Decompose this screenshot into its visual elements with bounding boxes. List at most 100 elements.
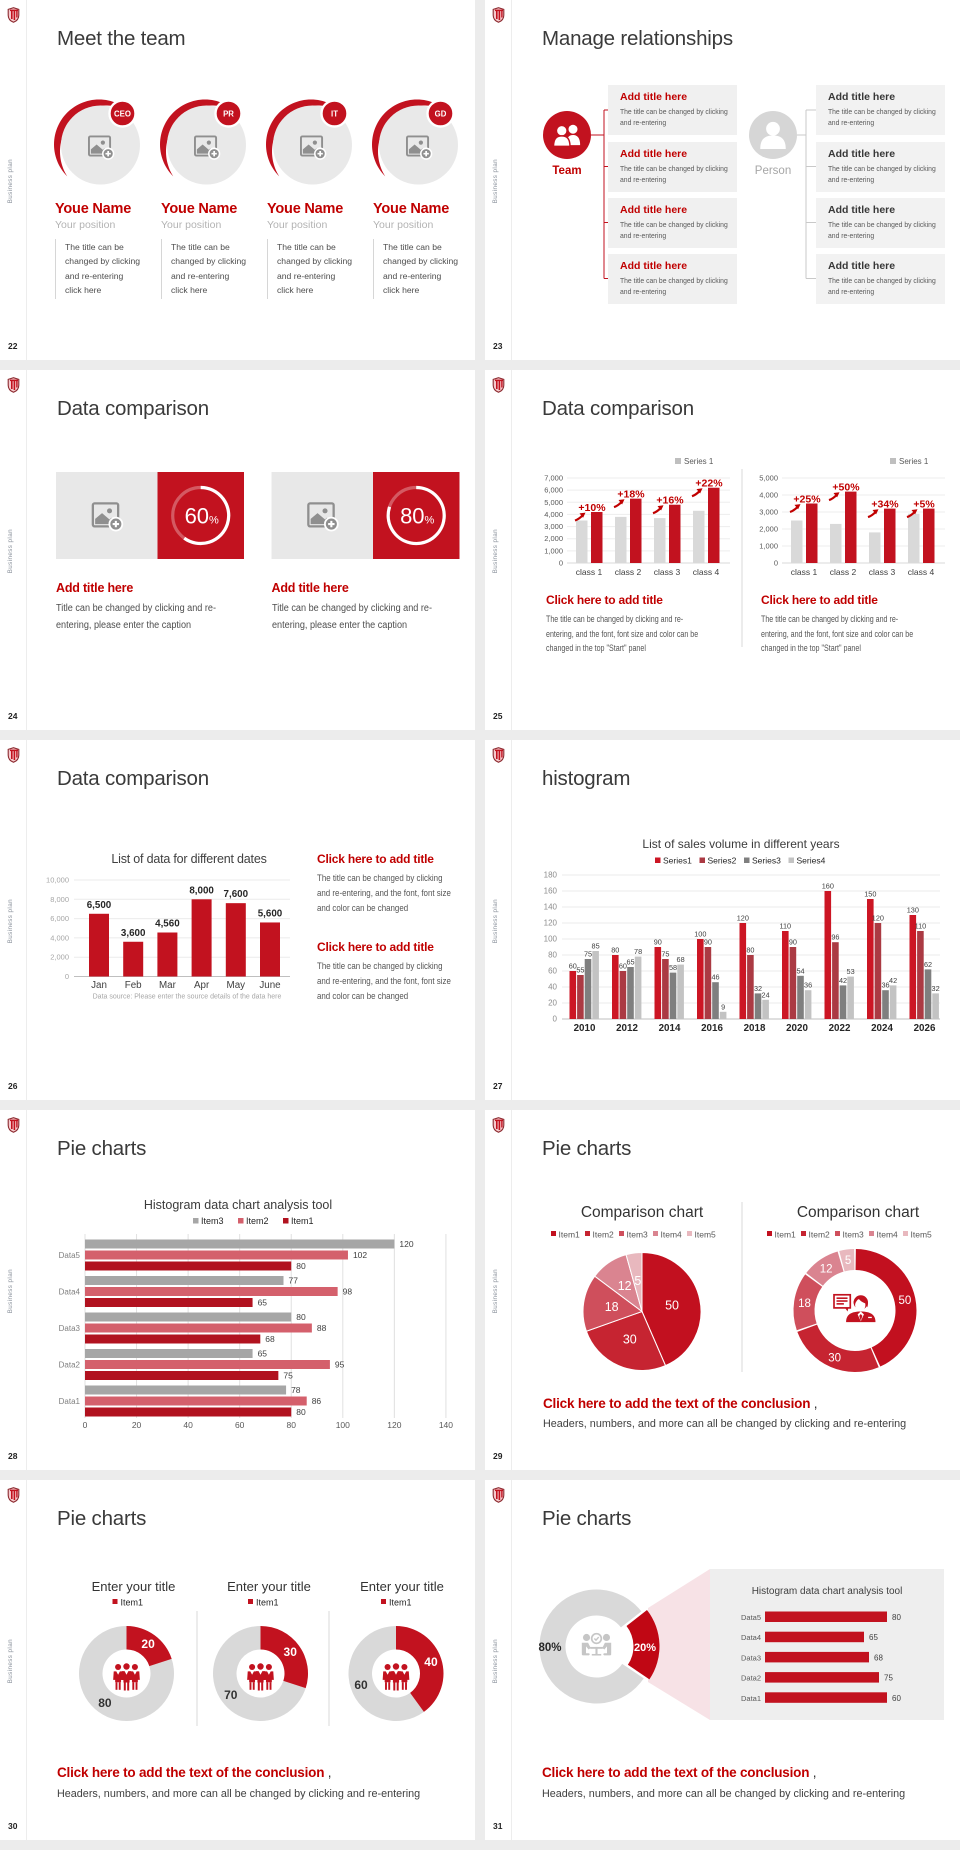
svg-text:12: 12 xyxy=(820,1263,833,1275)
svg-text:+34%: +34% xyxy=(871,499,899,511)
svg-text:96: 96 xyxy=(831,933,839,942)
svg-text:2014: 2014 xyxy=(659,1023,681,1034)
svg-text:75: 75 xyxy=(283,1371,293,1381)
svg-text:Data4: Data4 xyxy=(741,1633,761,1642)
svg-text:6,000: 6,000 xyxy=(544,486,563,495)
svg-text:Data1: Data1 xyxy=(59,1397,81,1406)
svg-text:Data2: Data2 xyxy=(741,1674,761,1683)
svg-text:40: 40 xyxy=(424,1655,438,1669)
svg-text:2016: 2016 xyxy=(701,1023,723,1034)
svg-text:8,000: 8,000 xyxy=(50,895,69,904)
svg-text:Item4: Item4 xyxy=(661,1230,683,1240)
svg-text:78: 78 xyxy=(291,1385,301,1395)
svg-text:Item1: Item1 xyxy=(121,1598,144,1608)
svg-text:4,000: 4,000 xyxy=(759,491,778,500)
svg-text:0: 0 xyxy=(83,1420,88,1430)
svg-text:1,000: 1,000 xyxy=(759,542,778,551)
svg-text:5: 5 xyxy=(845,1255,851,1267)
svg-text:40: 40 xyxy=(183,1420,193,1430)
svg-text:32: 32 xyxy=(754,984,762,993)
svg-text:2010: 2010 xyxy=(574,1023,596,1034)
svg-text:+16%: +16% xyxy=(656,495,684,507)
svg-text:36: 36 xyxy=(881,981,889,990)
svg-text:80: 80 xyxy=(98,1696,112,1710)
svg-text:0: 0 xyxy=(553,1015,558,1024)
svg-text:+5%: +5% xyxy=(913,499,935,511)
svg-text:65: 65 xyxy=(258,1349,268,1359)
svg-text:68: 68 xyxy=(874,1653,883,1662)
svg-text:53: 53 xyxy=(847,967,855,976)
svg-text:77: 77 xyxy=(289,1276,299,1286)
svg-text:2018: 2018 xyxy=(744,1023,766,1034)
svg-text:+25%: +25% xyxy=(793,494,821,506)
svg-text:5,000: 5,000 xyxy=(544,498,563,507)
svg-text:32: 32 xyxy=(932,984,940,993)
svg-text:4,000: 4,000 xyxy=(544,510,563,519)
svg-text:8,000: 8,000 xyxy=(189,885,214,896)
svg-text:5,000: 5,000 xyxy=(759,474,778,483)
svg-text:2020: 2020 xyxy=(786,1023,808,1034)
svg-text:2026: 2026 xyxy=(914,1023,936,1034)
svg-text:40: 40 xyxy=(548,983,557,992)
svg-text:June: June xyxy=(259,980,281,991)
svg-text:3,000: 3,000 xyxy=(759,508,778,517)
svg-text:110: 110 xyxy=(779,922,791,931)
svg-text:Data3: Data3 xyxy=(741,1653,761,1662)
svg-text:Item2: Item2 xyxy=(593,1230,615,1240)
svg-text:42: 42 xyxy=(839,976,847,985)
svg-text:Series3: Series3 xyxy=(752,856,781,866)
svg-text:Item5: Item5 xyxy=(695,1230,717,1240)
svg-text:10,000: 10,000 xyxy=(46,876,69,885)
svg-text:55: 55 xyxy=(576,966,584,975)
svg-text:80: 80 xyxy=(287,1420,297,1430)
svg-text:60: 60 xyxy=(354,1678,368,1692)
svg-text:0: 0 xyxy=(559,559,563,568)
svg-text:class 3: class 3 xyxy=(654,567,681,577)
svg-text:Jan: Jan xyxy=(91,980,107,991)
svg-text:36: 36 xyxy=(804,981,812,990)
svg-text:Item1: Item1 xyxy=(256,1598,279,1608)
svg-text:75: 75 xyxy=(584,950,592,959)
svg-text:20%: 20% xyxy=(634,1642,656,1654)
svg-text:102: 102 xyxy=(353,1250,367,1260)
svg-text:class 3: class 3 xyxy=(869,567,896,577)
svg-text:90: 90 xyxy=(789,938,797,947)
svg-text:Item1: Item1 xyxy=(291,1216,314,1226)
svg-text:Item2: Item2 xyxy=(809,1230,831,1240)
svg-text:6,500: 6,500 xyxy=(87,900,112,911)
svg-text:86: 86 xyxy=(312,1396,322,1406)
svg-text:6,000: 6,000 xyxy=(50,914,69,923)
svg-text:100: 100 xyxy=(336,1420,350,1430)
svg-text:GD: GD xyxy=(435,109,447,118)
svg-text:180: 180 xyxy=(544,871,558,880)
svg-text:Item3: Item3 xyxy=(627,1230,649,1240)
svg-text:7,600: 7,600 xyxy=(224,889,249,900)
svg-text:68: 68 xyxy=(677,955,685,964)
svg-text:+22%: +22% xyxy=(695,478,723,490)
svg-text:Data5: Data5 xyxy=(741,1613,761,1622)
svg-text:7,000: 7,000 xyxy=(544,474,563,483)
svg-text:75: 75 xyxy=(661,950,669,959)
svg-text:24: 24 xyxy=(762,990,770,999)
svg-text:Apr: Apr xyxy=(194,980,210,991)
svg-text:class 4: class 4 xyxy=(693,567,720,577)
svg-text:68: 68 xyxy=(265,1334,275,1344)
svg-text:Item1: Item1 xyxy=(559,1230,581,1240)
svg-text:20: 20 xyxy=(141,1637,155,1651)
svg-text:Series4: Series4 xyxy=(797,856,826,866)
svg-text:class 4: class 4 xyxy=(908,567,935,577)
svg-text:Item4: Item4 xyxy=(877,1230,899,1240)
svg-text:120: 120 xyxy=(544,919,558,928)
svg-text:160: 160 xyxy=(822,882,834,891)
svg-text:80: 80 xyxy=(296,1407,306,1417)
svg-text:100: 100 xyxy=(544,935,558,944)
svg-text:CEO: CEO xyxy=(114,109,131,118)
svg-text:120: 120 xyxy=(399,1239,413,1249)
svg-text:9: 9 xyxy=(721,1002,725,1011)
svg-text:80: 80 xyxy=(892,1613,901,1622)
svg-text:Series 1: Series 1 xyxy=(684,457,714,466)
svg-text:46: 46 xyxy=(711,973,719,982)
svg-text:30: 30 xyxy=(623,1333,637,1347)
svg-text:30: 30 xyxy=(284,1645,298,1659)
svg-text:18: 18 xyxy=(605,1300,619,1314)
